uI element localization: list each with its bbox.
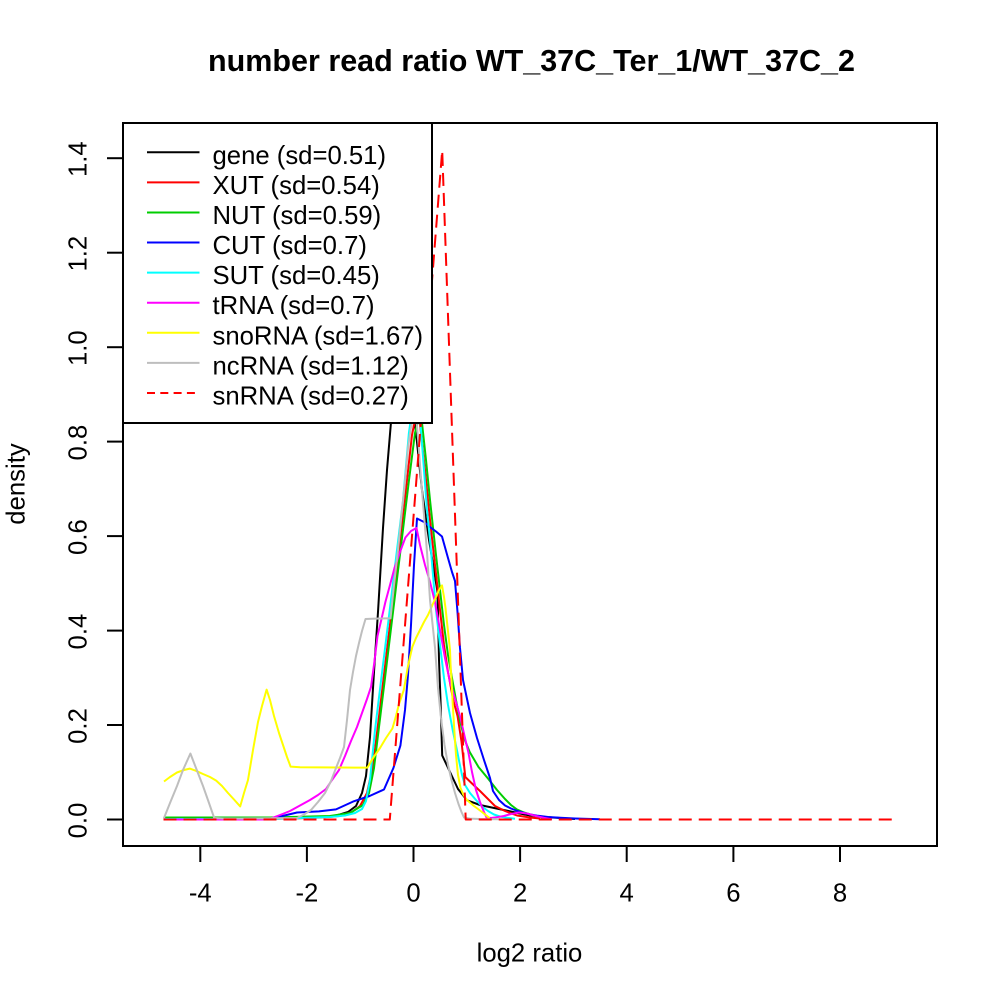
- svg-text:SUT (sd=0.45): SUT (sd=0.45): [213, 262, 380, 290]
- svg-text:snoRNA (sd=1.67): snoRNA (sd=1.67): [213, 322, 424, 350]
- svg-text:ncRNA (sd=1.12): ncRNA (sd=1.12): [213, 352, 409, 380]
- svg-text:NUT (sd=0.59): NUT (sd=0.59): [213, 202, 382, 230]
- svg-text:density: density: [3, 443, 31, 525]
- svg-text:number read ratio WT_37C_Ter_1: number read ratio WT_37C_Ter_1/WT_37C_2: [208, 44, 855, 78]
- svg-text:snRNA (sd=0.27): snRNA (sd=0.27): [213, 382, 409, 410]
- svg-text:0.0: 0.0: [64, 803, 92, 839]
- svg-text:log2 ratio: log2 ratio: [477, 940, 583, 968]
- svg-text:0.8: 0.8: [64, 425, 92, 461]
- svg-text:0.6: 0.6: [64, 519, 92, 555]
- svg-text:0.2: 0.2: [64, 708, 92, 744]
- svg-text:6: 6: [726, 880, 740, 908]
- svg-text:0: 0: [406, 880, 420, 908]
- svg-text:8: 8: [833, 880, 847, 908]
- svg-text:0.4: 0.4: [64, 614, 92, 650]
- svg-text:gene (sd=0.51): gene (sd=0.51): [213, 142, 387, 170]
- svg-text:-2: -2: [295, 880, 318, 908]
- svg-text:XUT (sd=0.54): XUT (sd=0.54): [213, 172, 380, 200]
- svg-text:4: 4: [620, 880, 634, 908]
- svg-text:1.2: 1.2: [64, 236, 92, 272]
- svg-text:-4: -4: [189, 880, 212, 908]
- svg-text:CUT (sd=0.7): CUT (sd=0.7): [213, 232, 367, 260]
- svg-text:1.4: 1.4: [64, 141, 92, 177]
- svg-text:1.0: 1.0: [64, 330, 92, 366]
- svg-text:tRNA (sd=0.7): tRNA (sd=0.7): [213, 292, 375, 320]
- svg-text:2: 2: [513, 880, 527, 908]
